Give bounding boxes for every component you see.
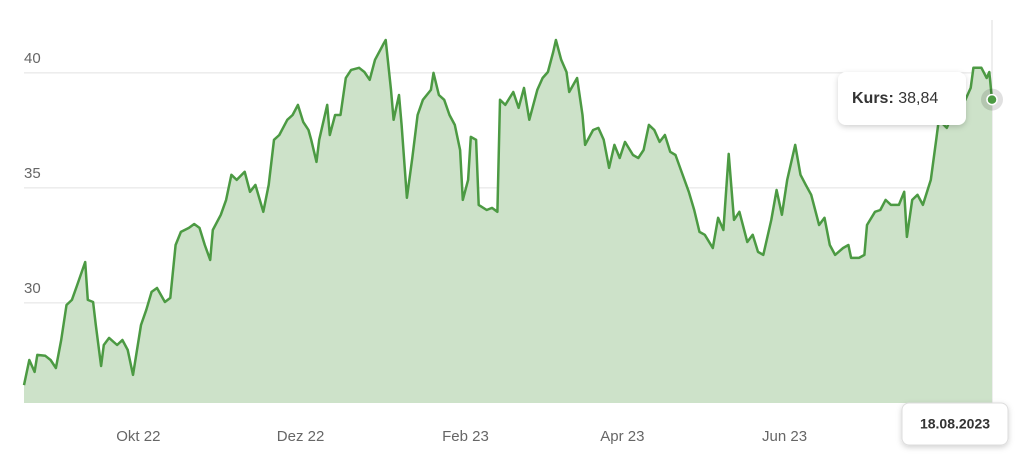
y-tick-label: 30 bbox=[24, 280, 41, 297]
line bbox=[22, 38, 994, 386]
tooltip-box bbox=[838, 72, 966, 125]
hover-dot bbox=[986, 93, 998, 106]
x-tick-label: Feb 23 bbox=[442, 428, 489, 445]
x-tick-label: Okt 22 bbox=[116, 428, 160, 445]
x-tick-label: Jun 23 bbox=[762, 428, 807, 445]
tooltip: Kurs: 38,84 18.08.2023 bbox=[838, 72, 1009, 446]
area bbox=[24, 40, 992, 403]
y-tick-label: 35 bbox=[24, 165, 41, 182]
tooltip-text: Kurs: 38,84 bbox=[852, 90, 938, 107]
tooltip-value: 38,84 bbox=[898, 90, 938, 107]
tooltip-date: 18.08.2023 bbox=[920, 416, 990, 432]
date-box bbox=[901, 402, 1009, 446]
x-tick-label: Dez 22 bbox=[277, 428, 325, 445]
tooltip-label: Kurs: bbox=[852, 90, 894, 107]
x-tick-label: Apr 23 bbox=[600, 428, 644, 445]
y-tick-label: 40 bbox=[24, 50, 41, 67]
